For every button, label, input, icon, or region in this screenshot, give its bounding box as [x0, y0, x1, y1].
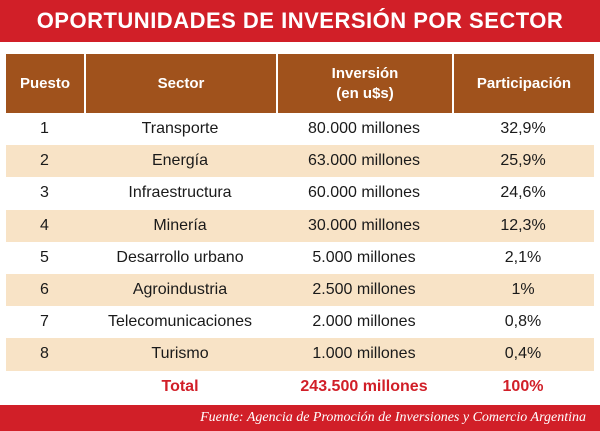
- cell-sector: Infraestructura: [128, 184, 232, 202]
- cell-total-inversion: 243.500 millones: [300, 377, 428, 395]
- cell-sector: Agroindustria: [84, 273, 276, 307]
- cell-sector: Energía: [84, 145, 276, 178]
- cell-inversion: 5.000 millones: [312, 248, 416, 266]
- cell-participacion: 0,4%: [452, 338, 594, 371]
- cell-participacion: 1%: [452, 273, 594, 307]
- cell-puesto: 2: [6, 145, 84, 178]
- table-row: 8 Turismo 1.000 millones 0,4%: [6, 338, 594, 371]
- header-inversion: Inversión (en u$s): [276, 54, 452, 113]
- cell-total-label: Total: [161, 377, 199, 395]
- table-row: 6 Agroindustria 2.500 millones 1%: [6, 273, 594, 307]
- header-participacion: Participación: [452, 54, 594, 113]
- cell-sector: Turismo: [84, 338, 276, 371]
- total-row: Total 243.500 millones 100%: [6, 371, 594, 403]
- cell-participacion: 0,8%: [504, 313, 542, 331]
- cell-puesto: 1: [40, 120, 49, 138]
- cell-total-participacion: 100%: [502, 377, 544, 395]
- cell-inversion: 63.000 millones: [276, 145, 452, 178]
- cell-participacion: 2,1%: [504, 248, 542, 266]
- page-title: OPORTUNIDADES DE INVERSIÓN POR SECTOR: [36, 8, 564, 33]
- cell-puesto: 6: [6, 273, 84, 307]
- header-inversion-line1: Inversión: [331, 64, 399, 82]
- cell-participacion: 32,9%: [500, 120, 546, 138]
- cell-total-empty: [6, 371, 84, 403]
- table-row: 1 Transporte 80.000 millones 32,9%: [6, 113, 594, 145]
- header-sector: Sector: [84, 54, 276, 113]
- cell-participacion: 24,6%: [500, 184, 546, 202]
- cell-inversion: 1.000 millones: [276, 338, 452, 371]
- source-footer: Fuente: Agencia de Promoción de Inversio…: [0, 405, 600, 431]
- header-puesto: Puesto: [6, 54, 84, 113]
- cell-sector: Transporte: [141, 120, 219, 138]
- cell-inversion: 2.000 millones: [312, 313, 416, 331]
- table-row: 4 Minería 30.000 millones 12,3%: [6, 209, 594, 242]
- cell-participacion: 25,9%: [452, 145, 594, 178]
- cell-puesto: 8: [6, 338, 84, 371]
- cell-inversion: 2.500 millones: [276, 273, 452, 307]
- cell-inversion: 60.000 millones: [307, 184, 421, 202]
- title-banner: OPORTUNIDADES DE INVERSIÓN POR SECTOR: [0, 0, 600, 42]
- cell-inversion: 80.000 millones: [307, 120, 421, 138]
- cell-participacion: 12,3%: [452, 209, 594, 242]
- header-inversion-line2: (en u$s): [336, 84, 394, 102]
- investment-table-container: Puesto Sector Inversión (en u$s) Partici…: [6, 54, 594, 403]
- table-row: 5 Desarrollo urbano 5.000 millones 2,1%: [6, 242, 594, 274]
- table-body: 1 Transporte 80.000 millones 32,9% 2 Ene…: [6, 113, 594, 403]
- cell-puesto: 3: [40, 184, 49, 202]
- cell-sector: Desarrollo urbano: [116, 248, 244, 266]
- table-header-row: Puesto Sector Inversión (en u$s) Partici…: [6, 54, 594, 113]
- cell-puesto: 7: [40, 313, 49, 331]
- investment-table: Puesto Sector Inversión (en u$s) Partici…: [6, 54, 594, 403]
- cell-inversion: 30.000 millones: [276, 209, 452, 242]
- cell-puesto: 4: [6, 209, 84, 242]
- cell-sector: Minería: [84, 209, 276, 242]
- cell-sector: Telecomunicaciones: [107, 313, 253, 331]
- table-row: 7 Telecomunicaciones 2.000 millones 0,8%: [6, 306, 594, 338]
- table-row: 2 Energía 63.000 millones 25,9%: [6, 145, 594, 178]
- table-row: 3 Infraestructura 60.000 millones 24,6%: [6, 177, 594, 209]
- cell-puesto: 5: [40, 248, 49, 266]
- source-text: Fuente: Agencia de Promoción de Inversio…: [200, 410, 586, 425]
